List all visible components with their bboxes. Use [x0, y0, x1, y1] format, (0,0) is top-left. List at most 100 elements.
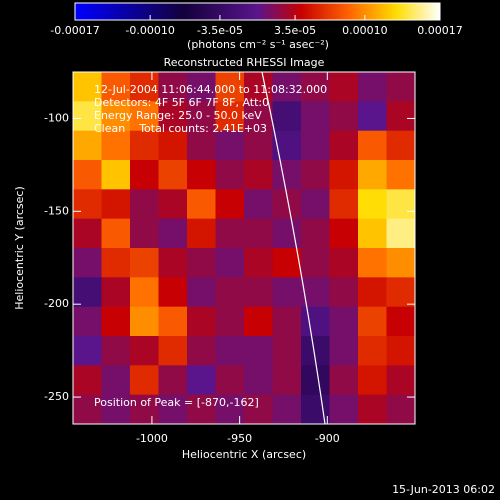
annotation: 12-Jul-2004 11:06:44.000 to 11:08:32.000 [94, 83, 327, 96]
heatmap-cell [244, 248, 273, 278]
heatmap-cell [73, 218, 102, 249]
colorbar-tick-label: -0.00010 [125, 24, 174, 37]
x-tick-label: -1000 [136, 432, 168, 445]
heatmap-cell [301, 365, 330, 396]
heatmap-cell [101, 306, 131, 337]
heatmap-cell [244, 101, 273, 132]
heatmap-cell [158, 218, 188, 249]
heatmap-cell [101, 101, 131, 132]
heatmap-cell [358, 248, 387, 278]
heatmap-cell [358, 306, 387, 337]
heatmap-cell [272, 218, 302, 249]
heatmap-cell [130, 365, 159, 396]
heatmap-cell [73, 130, 102, 161]
heatmap-cell [130, 189, 159, 220]
heatmap-cell [158, 160, 188, 190]
heatmap-cell [244, 365, 273, 396]
heatmap-cell [386, 130, 416, 161]
heatmap-cell [187, 277, 216, 308]
heatmap-cell [244, 72, 273, 102]
heatmap-cell [244, 306, 273, 337]
heatmap-cell [215, 189, 245, 220]
annotation: Energy Range: 25.0 - 50.0 keV [94, 109, 262, 122]
heatmap-cell [215, 277, 245, 308]
heatmap-cell [244, 394, 273, 425]
heatmap-cell [187, 306, 216, 337]
heatmap-cell [272, 160, 302, 190]
annotation: Detectors: 4F 5F 6F 7F 8F, Att:0 [94, 96, 269, 109]
colorbar-tick-label: -3.5e-05 [197, 24, 243, 37]
heatmap-cell [244, 218, 273, 249]
heatmap-cell [272, 277, 302, 308]
colorbar-tick-label: 0.00010 [342, 24, 388, 37]
heatmap-cell [329, 394, 359, 425]
solar-limb [261, 72, 326, 424]
heatmap-cell [329, 277, 359, 308]
heatmap-cell [244, 160, 273, 190]
heatmap-cell [130, 336, 159, 366]
heatmap-cell [101, 277, 131, 308]
heatmap-cell [158, 336, 188, 366]
heatmap-cell [272, 394, 302, 425]
annotation: Clean Total counts: 2.41E+03 [94, 122, 267, 135]
heatmap-cell [101, 394, 131, 425]
heatmap-cell [158, 394, 188, 425]
heatmap-cell [73, 160, 102, 190]
colorbar-tick-label: 0.00017 [417, 24, 463, 37]
heatmap-cell [158, 101, 188, 132]
heatmap-cell [215, 365, 245, 396]
colorbar-label: (photons cm⁻² s⁻¹ asec⁻²) [187, 38, 329, 51]
heatmap-cell [386, 365, 416, 396]
x-tick-label: -900 [315, 432, 340, 445]
heatmap-cell [358, 130, 387, 161]
colorbar-tick-label: 3.5e-05 [274, 24, 316, 37]
heatmap-cell [101, 336, 131, 366]
heatmap-cell [386, 336, 416, 366]
y-axis-label: Heliocentric Y (arcsec) [13, 186, 26, 310]
heatmap-cell [130, 394, 159, 425]
heatmap-cell [358, 101, 387, 132]
colorbar [74, 2, 441, 21]
heatmap-cell [386, 189, 416, 220]
colorbar-tick-label: -0.00017 [50, 24, 99, 37]
heatmap-cell [301, 101, 330, 132]
heatmap-cell [301, 218, 330, 249]
heatmap-cell [358, 189, 387, 220]
heatmap-cell [187, 160, 216, 190]
heatmap-cell [329, 248, 359, 278]
heatmap-cell [386, 218, 416, 249]
heatmap-cell [329, 160, 359, 190]
heatmap-cell [215, 336, 245, 366]
heatmap-cell [158, 248, 188, 278]
heatmap-cell [101, 130, 131, 161]
heatmap-cell [329, 306, 359, 337]
heatmap-cell [130, 130, 159, 161]
heatmap-cell [272, 365, 302, 396]
heatmap-cell [329, 72, 359, 102]
heatmap-cell [73, 101, 102, 132]
heatmap-cell [272, 72, 302, 102]
heatmap-cell [386, 160, 416, 190]
heatmap-cell [301, 72, 330, 102]
heatmap-cell [73, 394, 102, 425]
heatmap-cell [187, 130, 216, 161]
heatmap-cell [329, 130, 359, 161]
heatmap-cell [101, 189, 131, 220]
heatmap-cell [358, 72, 387, 102]
heatmap-cell [358, 218, 387, 249]
heatmap-cell [101, 72, 131, 102]
heatmap-cell [187, 218, 216, 249]
heatmap-cell [215, 130, 245, 161]
heatmap-cell [358, 160, 387, 190]
heatmap-cell [215, 306, 245, 337]
heatmap-cell [187, 189, 216, 220]
heatmap-cell [272, 336, 302, 366]
heatmap-cell [101, 160, 131, 190]
heatmap-cell [301, 160, 330, 190]
heatmap-cell [301, 248, 330, 278]
heatmap-cell [301, 306, 330, 337]
heatmap-cell [187, 248, 216, 278]
heatmap-cell [158, 189, 188, 220]
heatmap-cell [158, 277, 188, 308]
x-tick-label: -950 [227, 432, 252, 445]
